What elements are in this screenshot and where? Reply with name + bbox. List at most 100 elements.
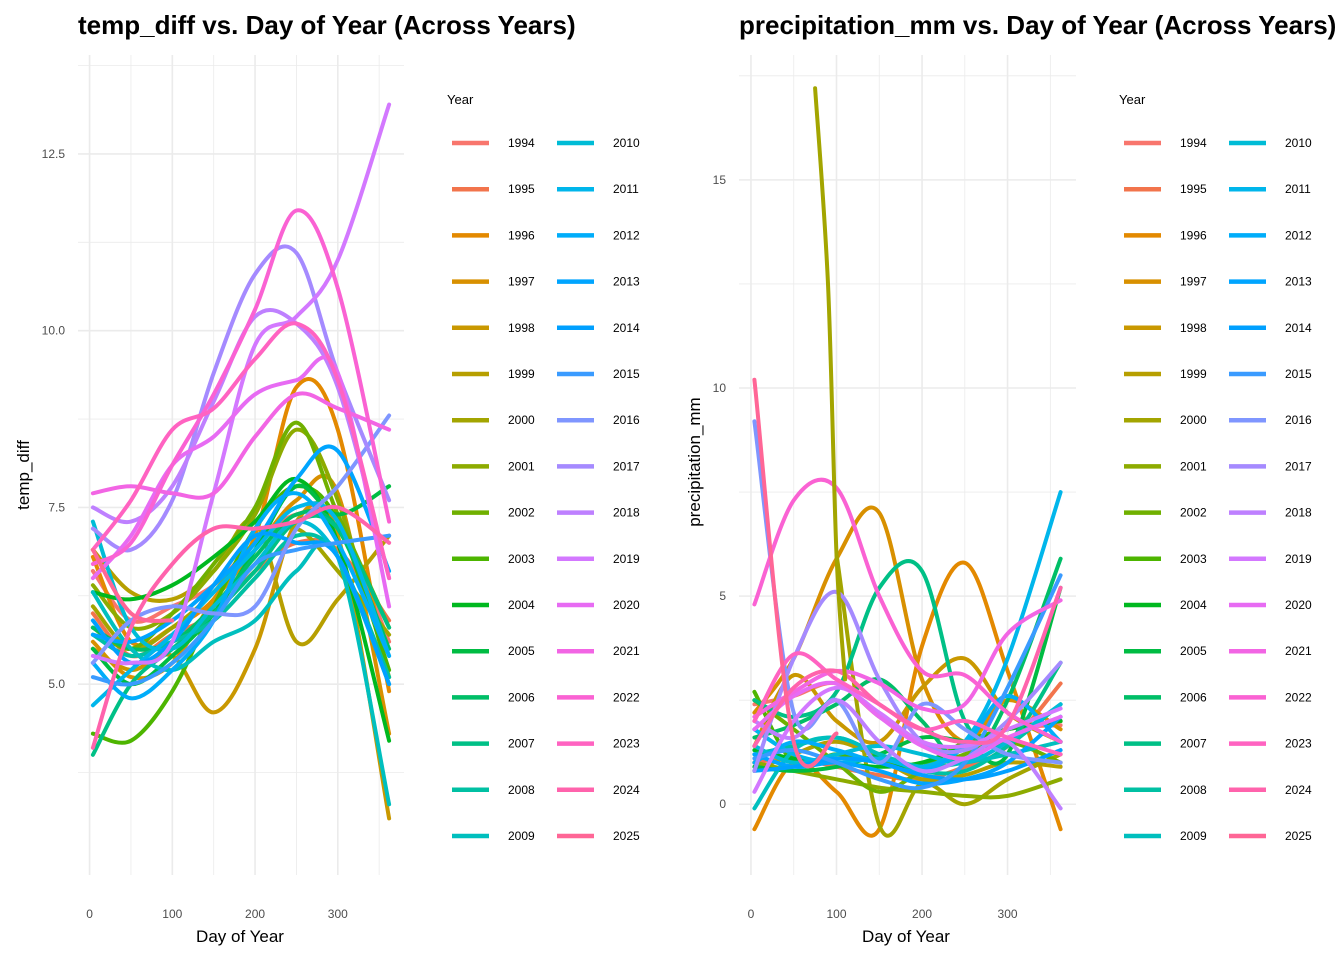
legend-label: 2007	[1180, 737, 1207, 751]
legend-label: 1995	[1180, 182, 1207, 196]
legend-label: 2022	[613, 690, 640, 704]
series-line-2015	[752, 573, 1063, 791]
legend: Year 1994 1995 1996 1997 1998 1999 2000 2001 200…	[447, 92, 640, 843]
y-axis-title: temp_diff	[14, 440, 33, 510]
x-tick-label: 300	[998, 907, 1018, 921]
legend-label: 2021	[1285, 644, 1312, 658]
legend-title: Year	[1119, 92, 1146, 107]
legend-label: 2003	[1180, 552, 1207, 566]
series-lines	[90, 102, 392, 821]
y-tick-label: 5.0	[48, 677, 65, 691]
legend-label: 2024	[1285, 783, 1312, 797]
x-tick-label: 200	[245, 907, 265, 921]
series-line-2014	[752, 748, 1063, 782]
legend-label: 2013	[1285, 275, 1312, 289]
y-tick-label: 5	[719, 589, 726, 603]
legend-label: 2017	[1285, 459, 1312, 473]
legend-label: 2021	[613, 644, 640, 658]
legend: Year 1994 1995 1996 1997 1998 1999 2000 2001 200…	[1119, 92, 1312, 843]
legend-label: 2024	[613, 783, 640, 797]
legend-label: 1998	[508, 321, 535, 335]
y-tick-label: 10	[713, 381, 727, 395]
legend-label: 2010	[1285, 136, 1312, 150]
x-tick-label: 200	[912, 907, 932, 921]
series-line-2022	[752, 477, 1063, 744]
legend-label: 2019	[1285, 552, 1312, 566]
series-line-2019	[90, 102, 392, 666]
legend-label: 2020	[613, 598, 640, 612]
legend-label: 2023	[613, 737, 640, 751]
legend-title: Year	[447, 92, 474, 107]
legend-label: 2012	[613, 228, 640, 242]
series-line-2022	[90, 208, 392, 566]
legend-label: 2011	[613, 182, 639, 196]
legend-label: 2016	[613, 413, 640, 427]
precipitation-panel: precipitation_mm vs. Day of Year (Across…	[685, 10, 1336, 946]
x-tick-labels: 0 100 200 300	[748, 907, 1018, 921]
temp-diff-panel: temp_diff vs. Day of Year (Across Years)…	[14, 10, 640, 946]
legend-label: 2014	[613, 321, 640, 335]
y-tick-labels: 5.0 7.5 10.0 12.5	[42, 147, 66, 691]
chart-title: temp_diff vs. Day of Year (Across Years)	[78, 10, 576, 40]
x-tick-label: 0	[86, 907, 93, 921]
legend-label: 2006	[1180, 690, 1207, 704]
legend-label: 1997	[508, 275, 535, 289]
series-line-2015	[90, 533, 392, 687]
legend-label: 2022	[1285, 690, 1312, 704]
y-tick-labels: 0 5 10 15	[713, 173, 727, 811]
x-tick-labels: 0 100 200 300	[86, 907, 348, 921]
y-tick-label: 0	[719, 797, 726, 811]
series-line-2021	[90, 391, 392, 500]
legend-label: 2020	[1285, 598, 1312, 612]
series-line-2024	[90, 504, 392, 750]
legend-label: 2025	[613, 829, 640, 843]
legend-label: 2005	[508, 644, 535, 658]
legend-label: 2001	[1180, 459, 1207, 473]
series-line-2025	[752, 377, 839, 769]
series-line-2009	[90, 538, 392, 807]
legend-label: 2008	[508, 783, 535, 797]
y-tick-label: 7.5	[48, 500, 65, 514]
y-tick-label: 12.5	[42, 147, 66, 161]
legend-label: 2000	[508, 413, 535, 427]
legend-label: 1999	[508, 367, 535, 381]
series-line-2024	[752, 585, 1063, 748]
legend-label: 2018	[1285, 506, 1312, 520]
legend-label: 1996	[508, 228, 535, 242]
series-line-2013	[90, 444, 392, 645]
legend-label: 2017	[613, 459, 640, 473]
series-line-2011	[752, 490, 1063, 770]
series-line-2021	[752, 598, 1063, 719]
legend-label: 2015	[613, 367, 640, 381]
legend-label: 1995	[508, 182, 535, 196]
series-line-2006	[752, 556, 1063, 765]
x-axis-title: Day of Year	[196, 927, 284, 946]
legend-label: 2001	[508, 459, 535, 473]
legend-label: 2004	[508, 598, 535, 612]
legend-label: 1998	[1180, 321, 1207, 335]
legend-label: 1994	[508, 136, 535, 150]
legend-label: 2011	[1285, 182, 1311, 196]
legend-label: 1996	[1180, 228, 1207, 242]
y-tick-label: 15	[713, 173, 727, 187]
x-tick-label: 100	[162, 907, 182, 921]
legend-label: 2019	[613, 552, 640, 566]
legend-label: 2013	[613, 275, 640, 289]
y-tick-label: 10.0	[42, 324, 66, 338]
legend-label: 2005	[1180, 644, 1207, 658]
legend-label: 2016	[1285, 413, 1312, 427]
legend-label: 2018	[613, 506, 640, 520]
legend-label: 2006	[508, 690, 535, 704]
legend-label: 1997	[1180, 275, 1207, 289]
legend-label: 2012	[1285, 228, 1312, 242]
legend-label: 2025	[1285, 829, 1312, 843]
x-tick-label: 100	[826, 907, 846, 921]
legend-label: 2003	[508, 552, 535, 566]
x-tick-label: 300	[328, 907, 348, 921]
legend-label: 1994	[1180, 136, 1207, 150]
series-line-2007	[90, 513, 392, 757]
legend-label: 1999	[1180, 367, 1207, 381]
series-line-2023	[90, 321, 392, 581]
